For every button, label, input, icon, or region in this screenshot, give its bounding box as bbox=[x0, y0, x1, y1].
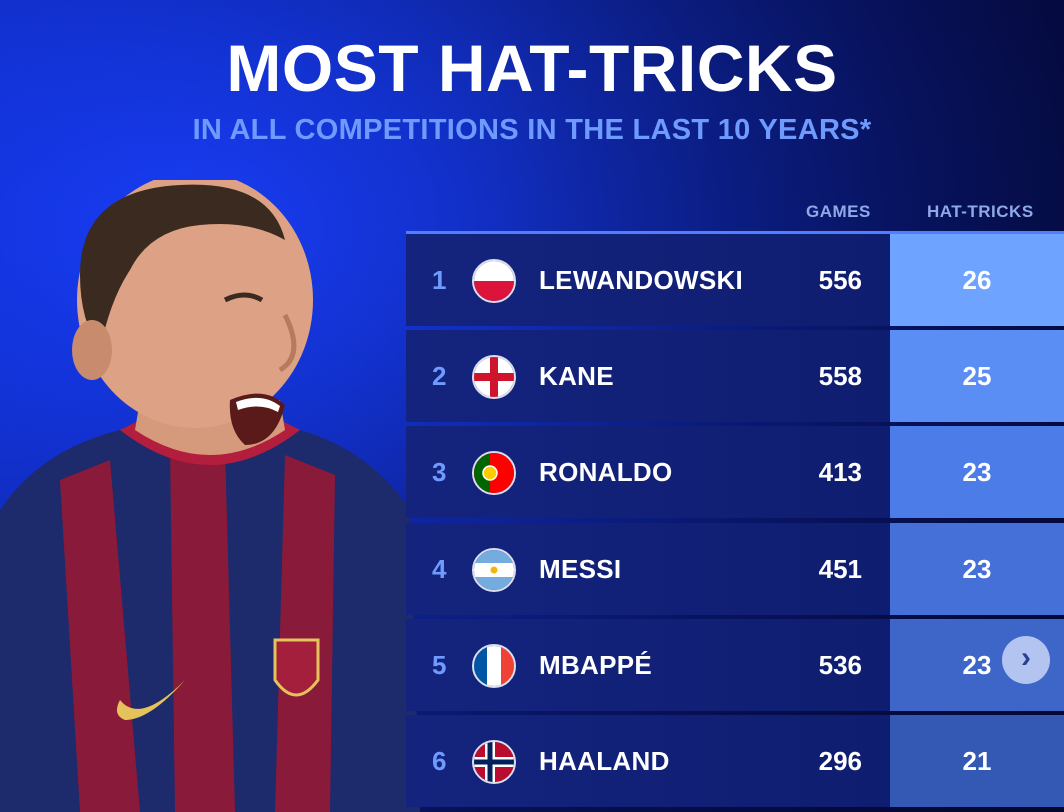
rank-number: 5 bbox=[432, 649, 447, 680]
player-name: KANE bbox=[539, 361, 614, 392]
games-value: 413 bbox=[818, 457, 862, 488]
row-main-cell: 4 MESSI 451 bbox=[406, 522, 890, 615]
player-name: LEWANDOWSKI bbox=[539, 265, 744, 295]
next-slide-button[interactable]: › bbox=[1002, 636, 1050, 684]
player-name: MBAPPÉ bbox=[539, 649, 653, 680]
england-flag-icon bbox=[472, 355, 516, 400]
hat-tricks-value: 23 bbox=[962, 649, 992, 680]
games-value: 558 bbox=[818, 361, 862, 392]
rank-number: 2 bbox=[432, 361, 447, 392]
rank-number: 4 bbox=[432, 553, 447, 584]
table-top-border bbox=[406, 231, 1064, 234]
games-value: 556 bbox=[818, 265, 862, 295]
player-name: RONALDO bbox=[539, 457, 673, 488]
norway-flag-icon bbox=[472, 740, 516, 784]
france-flag-icon bbox=[472, 643, 516, 688]
hat-tricks-value: 23 bbox=[962, 553, 992, 584]
games-value: 296 bbox=[818, 746, 862, 776]
player-name: HAALAND bbox=[539, 746, 670, 776]
table-row: 3 RONALDO 413 23 bbox=[406, 426, 1064, 519]
column-header-games: GAMES bbox=[806, 202, 871, 221]
argentina-flag-icon bbox=[472, 547, 516, 592]
table-row: 5 MBAPPÉ 536 23 bbox=[406, 618, 1064, 711]
page-title: MOST HAT-TRICKS bbox=[226, 31, 838, 105]
row-main-cell: 2 KANE 558 bbox=[406, 330, 890, 423]
player-photo bbox=[0, 180, 420, 812]
portugal-flag-icon bbox=[472, 451, 516, 496]
rank-number: 1 bbox=[432, 265, 447, 295]
chevron-right-icon: › bbox=[1021, 641, 1031, 674]
player-name: MESSI bbox=[539, 553, 622, 584]
hat-tricks-cell: 25 bbox=[890, 330, 1064, 423]
hat-tricks-cell: 23 bbox=[890, 426, 1064, 519]
row-main-cell: 6 HAALAND 296 bbox=[406, 715, 890, 807]
hat-tricks-cell: 23 bbox=[890, 522, 1064, 615]
games-value: 451 bbox=[818, 553, 862, 584]
column-header-hat-tricks: HAT-TRICKS bbox=[927, 202, 1034, 221]
table-row: 2 KANE 558 25 bbox=[406, 330, 1064, 423]
page-subtitle: IN ALL COMPETITIONS IN THE LAST 10 YEARS… bbox=[192, 114, 872, 146]
rank-number: 6 bbox=[432, 746, 447, 776]
row-main-cell: 5 MBAPPÉ 536 bbox=[406, 618, 890, 711]
games-value: 536 bbox=[818, 649, 862, 680]
hat-tricks-value: 25 bbox=[962, 361, 992, 392]
table-row: 4 MESSI 451 23 bbox=[406, 522, 1064, 615]
rank-number: 3 bbox=[432, 457, 447, 488]
row-main-cell: 3 RONALDO 413 bbox=[406, 426, 890, 519]
poland-flag-icon bbox=[472, 259, 516, 303]
hat-tricks-value: 26 bbox=[962, 265, 992, 295]
hat-tricks-cell: 21 bbox=[890, 715, 1064, 807]
table-row: 6 HAALAND 296 21 bbox=[406, 715, 1064, 807]
hat-tricks-cell: 26 bbox=[890, 234, 1064, 326]
hat-tricks-value: 23 bbox=[962, 457, 992, 488]
hat-tricks-value: 21 bbox=[962, 746, 992, 776]
row-main-cell: 1 LEWANDOWSKI 556 bbox=[406, 234, 890, 326]
table-row: 1 LEWANDOWSKI 556 26 bbox=[406, 234, 1064, 326]
